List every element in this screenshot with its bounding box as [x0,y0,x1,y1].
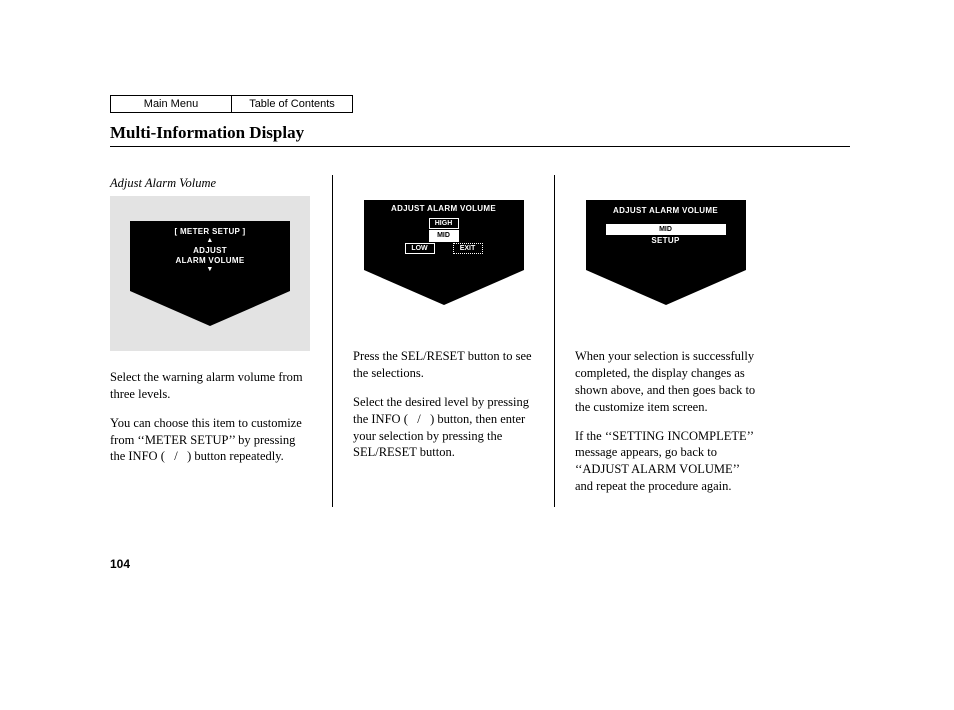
option-mid-selected: MID [429,230,459,241]
col2-p1: Press the SEL/RESET button to see the se… [353,348,534,382]
up-arrow-icon: ▲ [130,237,290,246]
mid-display-3: ADJUST ALARM VOLUME MID SETUP [586,200,746,305]
col3-p2: If the ‘‘SETTING INCOMPLETE’’ message ap… [575,428,756,496]
col3-p1: When your selection is successfully comp… [575,348,756,416]
mid-display-2: ADJUST ALARM VOLUME HIGH MID LOW EXIT [364,200,524,305]
option-high: HIGH [429,218,459,229]
d1-line2: ADJUST [130,246,290,256]
column-1: Adjust Alarm Volume [ METER SETUP ] ▲ AD… [110,175,332,507]
display-bezel [364,270,524,305]
d1-header: [ METER SETUP ] [130,227,290,237]
main-menu-button[interactable]: Main Menu [110,95,232,113]
d3-footer: SETUP [586,236,746,246]
d3-header: ADJUST ALARM VOLUME [586,206,746,216]
col2-p2: Select the desired level by pressing the… [353,394,534,462]
mid-display-1: [ METER SETUP ] ▲ ADJUST ALARM VOLUME ▼ [130,221,290,326]
page-number: 104 [110,557,130,571]
d2-header: ADJUST ALARM VOLUME [364,204,524,214]
page-title: Multi-Information Display [110,123,850,147]
display-bezel [130,291,290,326]
content-columns: Adjust Alarm Volume [ METER SETUP ] ▲ AD… [110,175,850,507]
down-arrow-icon: ▼ [130,266,290,275]
column-3: ADJUST ALARM VOLUME MID SETUP When your … [554,175,776,507]
toc-button[interactable]: Table of Contents [231,95,353,113]
nav-buttons: Main Menu Table of Contents [110,95,850,113]
display-bezel [586,270,746,305]
col1-p2: You can choose this item to customize fr… [110,415,312,466]
column-2: ADJUST ALARM VOLUME HIGH MID LOW EXIT Pr… [332,175,554,507]
d3-selected: MID [606,224,726,235]
option-low: LOW [405,243,435,254]
col1-p1: Select the warning alarm volume from thr… [110,369,312,403]
option-exit: EXIT [453,243,483,254]
section-label: Adjust Alarm Volume [110,175,312,192]
d1-line3: ALARM VOLUME [130,256,290,266]
display-frame-1: [ METER SETUP ] ▲ ADJUST ALARM VOLUME ▼ [110,196,310,351]
